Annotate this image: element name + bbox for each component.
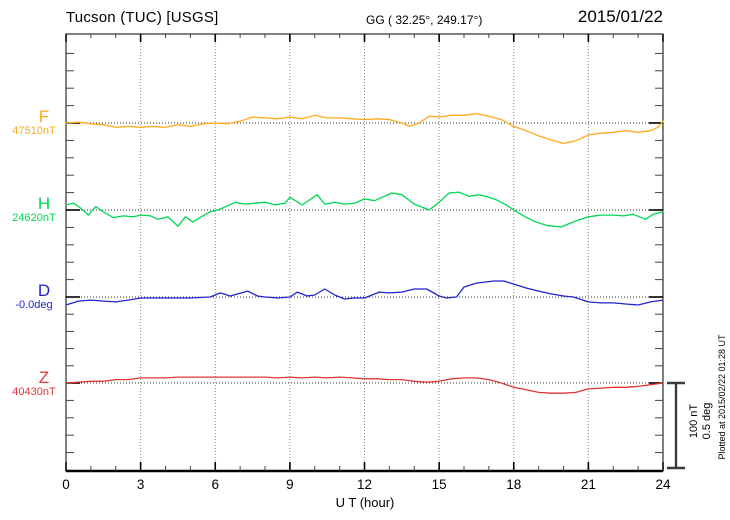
plot-frame [65, 33, 664, 472]
trace-label-h: H [37, 194, 51, 213]
x-tick-label-12: 12 [357, 477, 372, 492]
x-axis-label: U T (hour) [335, 495, 395, 510]
x-tick-label-15: 15 [432, 477, 447, 492]
trace-d [65, 280, 664, 306]
trace-label-z: Z [38, 368, 50, 387]
trace-z [65, 376, 664, 394]
trace-baseline-value-h: 24620nT [12, 212, 56, 224]
x-tick-label-3: 3 [137, 477, 145, 492]
trace-h [65, 191, 664, 228]
x-tick-label-9: 9 [286, 477, 294, 492]
x-tick-label-18: 18 [506, 477, 521, 492]
x-tick-label-24: 24 [655, 477, 671, 492]
trace-baseline-value-f: 47510nT [12, 125, 56, 137]
trace-label-f: F [38, 107, 50, 126]
station-title: Tucson (TUC) [USGS] [66, 9, 219, 26]
x-tick-label-6: 6 [211, 477, 219, 492]
scale-nt-label: 100 nT [688, 403, 700, 439]
trace-label-d: D [37, 281, 51, 300]
trace-baseline-value-d: -0.0deg [15, 299, 53, 311]
scale-deg-label: 0.5 deg [701, 402, 713, 440]
trace-baseline-value-z: 40430nT [12, 386, 56, 398]
geographic-coordinates: GG ( 32.25°, 249.17°) [366, 13, 483, 27]
date-label: 2015/01/22 [577, 7, 663, 26]
x-tick-label-0: 0 [62, 477, 70, 492]
x-tick-label-21: 21 [581, 477, 596, 492]
trace-f [65, 113, 664, 145]
